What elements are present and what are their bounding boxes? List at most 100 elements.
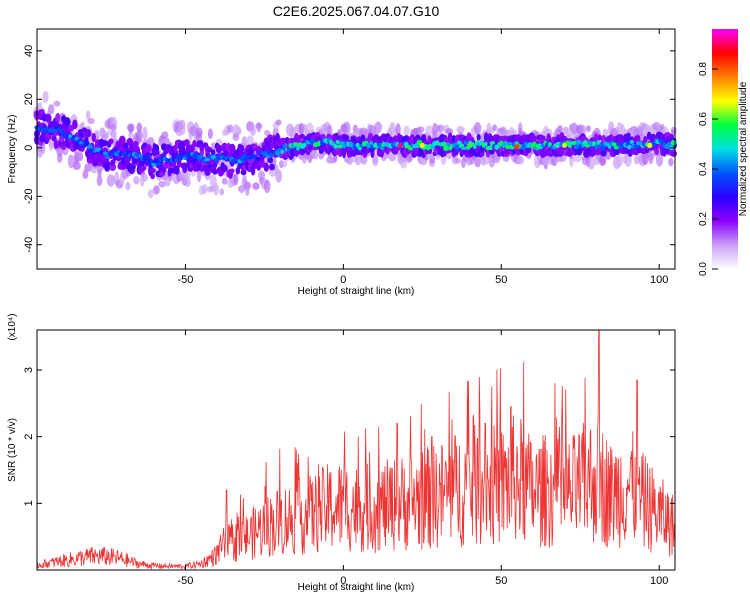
spectrogram-cell [573, 143, 580, 150]
spectrogram-cell [629, 139, 634, 145]
snr-x-tick-label: 50 [495, 575, 507, 587]
snr-marks [36, 329, 676, 571]
spectrogram-cell [342, 134, 350, 141]
snr-x-tick-label: 100 [650, 575, 668, 587]
spectrogram-cell [670, 139, 677, 146]
snr-x-tick-label: 0 [340, 575, 346, 587]
spectrogram-cell [668, 157, 674, 167]
spectrogram-cell [132, 140, 139, 148]
spectrogram-cell [221, 164, 228, 172]
snr-y-label: SNR (10 * v/v) [7, 418, 18, 482]
colorbar-tick-label: 0.6 [698, 112, 709, 126]
snr-y-tick-label: 3 [23, 367, 35, 373]
spectrogram-cell [59, 129, 64, 134]
spectrogram-cell [72, 119, 78, 130]
spectrogram-cell [236, 126, 242, 136]
spectrogram-cell [142, 126, 148, 141]
chart-title: C2E6.2025.067.04.07.G10 [273, 3, 440, 19]
spectrogram-cell [207, 128, 213, 140]
spectrogram-cell [240, 169, 247, 176]
spectrogram-cell [473, 122, 482, 135]
spectrogram-cell [267, 157, 274, 164]
spectrogram-cell [544, 128, 553, 138]
spectrogram-cell [102, 151, 109, 156]
spectrogram-cell [258, 170, 266, 181]
snr-series-line [36, 329, 676, 571]
colorbar: 0.0 0.2 0.4 0.6 0.8 Normalized spectral ampl… [698, 29, 749, 276]
spectrogram-cell [87, 144, 93, 149]
spectrogram-cell [293, 142, 299, 147]
spectrogram-cell [284, 137, 290, 144]
spectrogram-cell [152, 185, 161, 195]
spectrogram-cell [147, 189, 154, 199]
spectrogram-cell [388, 153, 397, 162]
spectrogram-cell [174, 158, 179, 163]
spectrogram-cell [202, 184, 208, 194]
spectrogram-cell [239, 186, 245, 194]
spectrogram-cell [599, 145, 606, 151]
snr-x-tick-label: -50 [177, 575, 193, 587]
spectrogram-cell [520, 144, 527, 151]
spectrogram-cell [239, 144, 245, 153]
spectrogram-cell [76, 149, 83, 161]
snr-scale-label: (x10⁴) [7, 313, 18, 340]
spectrogram-cell [255, 146, 263, 152]
spectrogram-cell [106, 174, 116, 187]
spectrogram-cell [335, 139, 340, 145]
spectrogram-y-tick-label: 20 [23, 93, 35, 105]
spectrogram-cell [627, 144, 632, 150]
spectrogram-cell [127, 123, 135, 133]
spectrogram-cell [268, 163, 275, 171]
spectrogram-cell [579, 124, 587, 136]
spectrogram-cell [139, 164, 147, 172]
spectrogram-x-label: Height of straight line (km) [298, 286, 415, 297]
spectrogram-cell [196, 168, 202, 183]
spectrogram-cell [125, 149, 130, 154]
spectrogram-cell [275, 132, 280, 142]
spectrogram-cell [440, 141, 447, 147]
spectrogram-cell [354, 153, 362, 166]
spectrogram-cell [282, 143, 288, 149]
spectrogram-peak [647, 142, 653, 148]
spectrogram-cell [633, 144, 640, 150]
spectrogram-cell [232, 133, 240, 142]
spectrogram-cell [483, 141, 488, 147]
spectrogram-y-ticks: -40 -20 0 20 40 [23, 45, 675, 253]
spectrogram-cell [80, 143, 86, 149]
spectrogram-cell [260, 158, 265, 168]
snr-x-ticks: -50 0 50 100 [177, 330, 668, 587]
spectrogram-x-tick-label: 0 [340, 274, 346, 286]
spectrogram-cell [133, 176, 140, 185]
spectrogram-cell [141, 173, 149, 182]
spectrogram-cell [437, 124, 445, 132]
spectrogram-cell [53, 100, 61, 107]
spectrogram-cell [156, 162, 162, 166]
spectrogram-cell [228, 143, 236, 153]
spectrogram-cell [192, 140, 197, 148]
spectrogram-cell [227, 124, 234, 133]
spectrogram-cell [476, 133, 481, 141]
spectrogram-cell [126, 137, 134, 146]
spectrogram-cell [463, 140, 469, 146]
spectrogram-cell [153, 149, 160, 156]
spectrogram-cell [570, 123, 579, 135]
spectrogram-cell [346, 155, 354, 165]
spectrogram-cell [39, 145, 46, 155]
spectrogram-cell [587, 156, 595, 170]
spectrogram-panel: -50 0 50 100 -40 -20 0 20 40 Height of straight… [7, 28, 677, 297]
spectrogram-cell [161, 131, 169, 140]
spectrogram-cell [229, 168, 235, 174]
spectrogram-cell [233, 173, 239, 186]
spectrogram-cell [670, 150, 677, 158]
spectrogram-cell [110, 129, 117, 141]
spectrogram-cell [399, 155, 408, 169]
colorbar-ticks: 0.0 0.2 0.4 0.6 0.8 [698, 62, 718, 276]
spectrogram-cell [280, 149, 285, 154]
spectrogram-cell [145, 144, 152, 153]
spectrogram-cell [80, 121, 85, 129]
spectrogram-cell [215, 144, 223, 154]
spectrogram-cell [122, 152, 129, 158]
spectrogram-cell [48, 104, 55, 115]
spectrogram-cell [256, 122, 262, 133]
spectrogram-cell [72, 161, 81, 171]
